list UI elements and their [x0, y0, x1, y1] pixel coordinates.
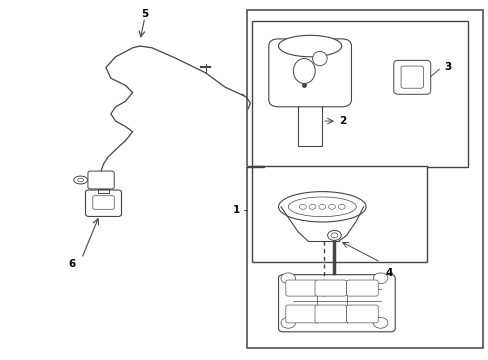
- Bar: [251, 166, 426, 262]
- Ellipse shape: [278, 35, 341, 57]
- Bar: [246, 10, 482, 348]
- FancyBboxPatch shape: [285, 305, 317, 323]
- FancyBboxPatch shape: [88, 171, 114, 189]
- Text: 4: 4: [385, 268, 392, 278]
- Circle shape: [318, 204, 325, 209]
- Ellipse shape: [78, 178, 83, 182]
- Circle shape: [327, 230, 341, 240]
- FancyBboxPatch shape: [346, 280, 377, 296]
- FancyBboxPatch shape: [314, 305, 346, 323]
- Circle shape: [299, 204, 305, 209]
- Ellipse shape: [278, 192, 366, 222]
- Circle shape: [372, 318, 387, 328]
- Ellipse shape: [293, 59, 315, 84]
- Bar: [245, 166, 265, 167]
- Circle shape: [338, 204, 345, 209]
- Circle shape: [372, 273, 387, 284]
- Circle shape: [281, 273, 295, 284]
- FancyBboxPatch shape: [285, 280, 317, 296]
- Ellipse shape: [74, 176, 87, 184]
- Text: 6: 6: [68, 259, 75, 269]
- FancyBboxPatch shape: [268, 39, 351, 107]
- Ellipse shape: [287, 197, 356, 217]
- Ellipse shape: [312, 51, 326, 66]
- Bar: [251, 21, 467, 167]
- FancyBboxPatch shape: [278, 275, 394, 332]
- Bar: [297, 100, 322, 146]
- FancyBboxPatch shape: [346, 305, 377, 323]
- Text: 1: 1: [232, 205, 239, 215]
- Circle shape: [330, 233, 337, 238]
- FancyBboxPatch shape: [85, 190, 121, 216]
- Circle shape: [328, 204, 335, 209]
- Circle shape: [281, 318, 295, 328]
- FancyBboxPatch shape: [393, 60, 430, 94]
- Text: 2: 2: [339, 116, 346, 126]
- FancyBboxPatch shape: [93, 196, 114, 209]
- FancyBboxPatch shape: [400, 66, 423, 88]
- Text: 3: 3: [443, 63, 450, 72]
- Text: 5: 5: [141, 9, 148, 19]
- FancyBboxPatch shape: [314, 280, 346, 296]
- Circle shape: [308, 204, 315, 209]
